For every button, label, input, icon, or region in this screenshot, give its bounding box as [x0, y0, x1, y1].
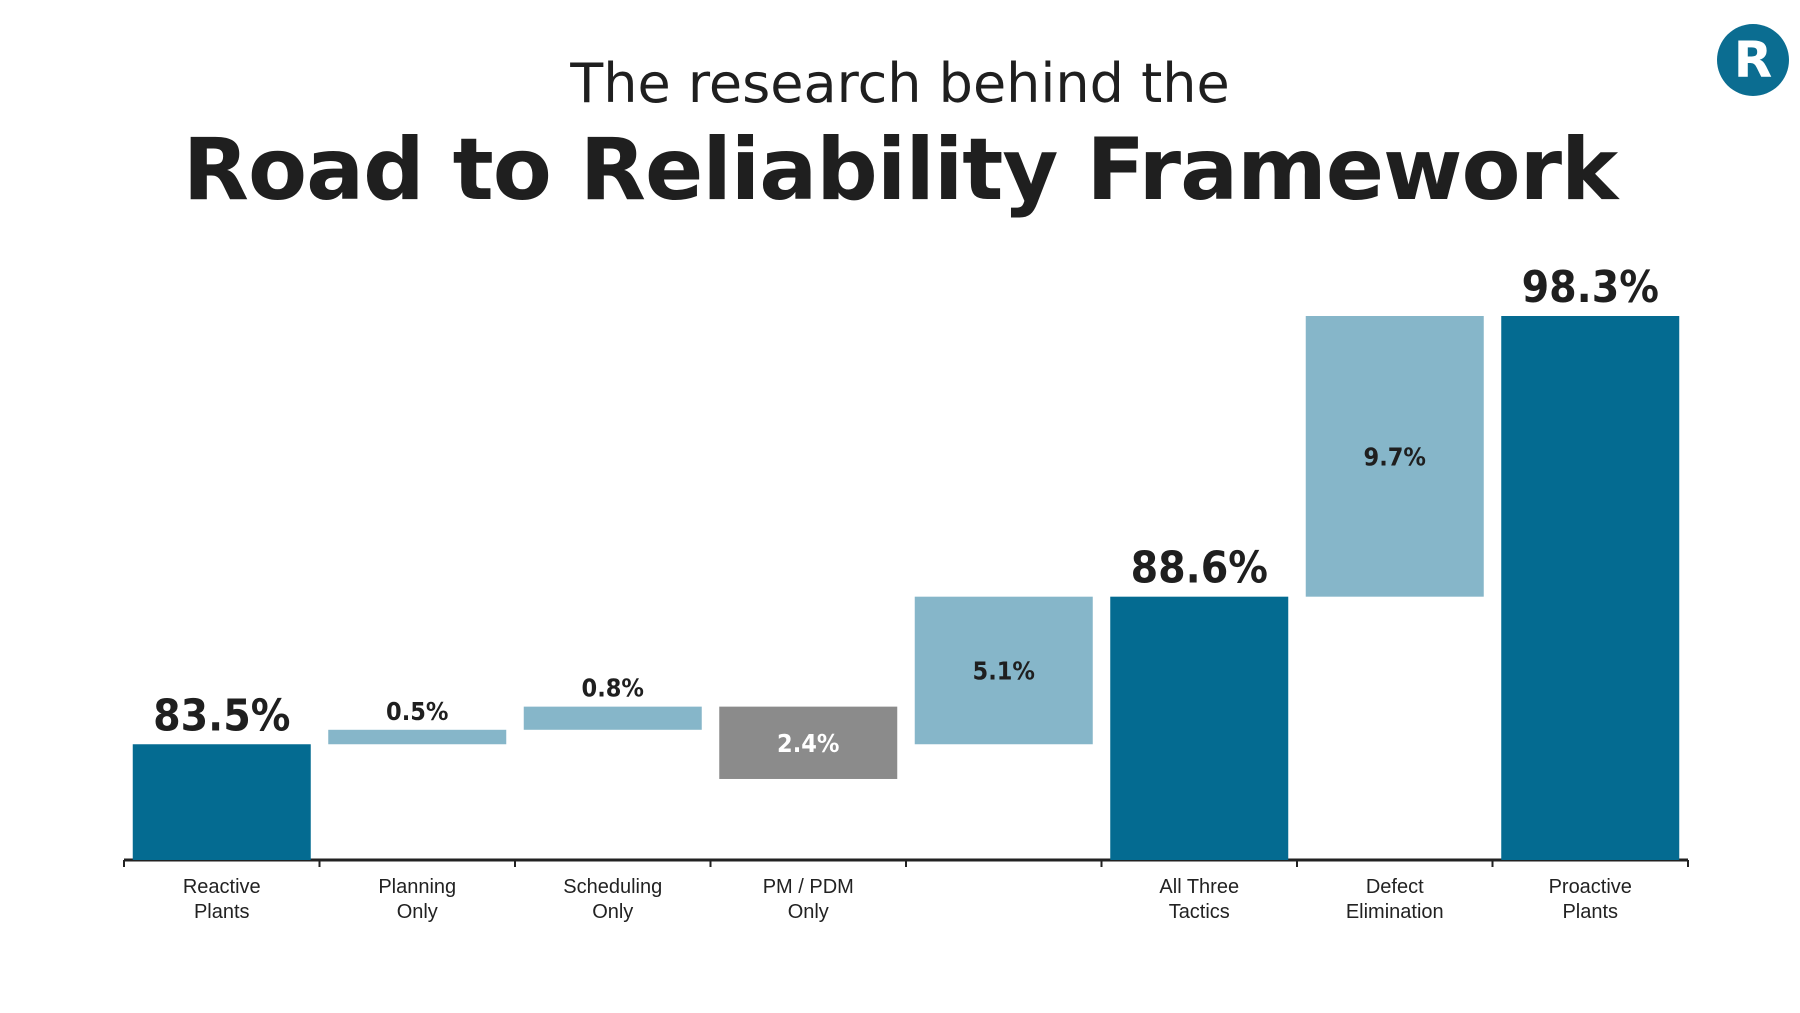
data-label: 0.8% — [582, 674, 644, 703]
category-label: Proactive — [1549, 876, 1632, 898]
category-label: Scheduling — [563, 876, 662, 898]
category-label: Plants — [194, 901, 250, 923]
category-label: Only — [397, 901, 438, 923]
bar-increment — [1305, 316, 1484, 597]
bar-increment — [523, 706, 702, 730]
company-logo: R — [1717, 24, 1789, 96]
data-label: 0.5% — [386, 697, 448, 726]
bar-increment — [914, 596, 1093, 745]
chart-title: Road to Reliability Framework — [182, 120, 1618, 220]
bar-total — [1501, 316, 1680, 860]
data-label: 5.1% — [973, 656, 1035, 685]
data-label: 9.7% — [1364, 442, 1426, 471]
category-label: Defect — [1366, 876, 1424, 898]
chart-subtitle: The research behind the — [570, 52, 1230, 115]
category-label: Tactics — [1169, 901, 1230, 923]
logo-circle — [1717, 24, 1789, 96]
category-label: Only — [788, 901, 829, 923]
category-label: Elimination — [1346, 901, 1444, 923]
bar-neutral — [719, 706, 898, 779]
category-label: Reactive — [183, 876, 261, 898]
category-label: PM / PDM — [763, 876, 854, 898]
data-label: 2.4% — [777, 729, 839, 758]
bar-total — [132, 744, 311, 860]
category-label: Planning — [378, 876, 456, 898]
data-label: 88.6% — [1131, 543, 1268, 594]
logo-letter: R — [1734, 31, 1773, 89]
category-label: All Three — [1159, 876, 1239, 898]
data-label: 98.3% — [1522, 262, 1659, 313]
data-label: 83.5% — [153, 690, 290, 741]
category-label: Only — [592, 901, 633, 923]
bar-total — [1110, 596, 1289, 860]
bar-increment — [328, 729, 507, 745]
category-label: Plants — [1562, 901, 1618, 923]
